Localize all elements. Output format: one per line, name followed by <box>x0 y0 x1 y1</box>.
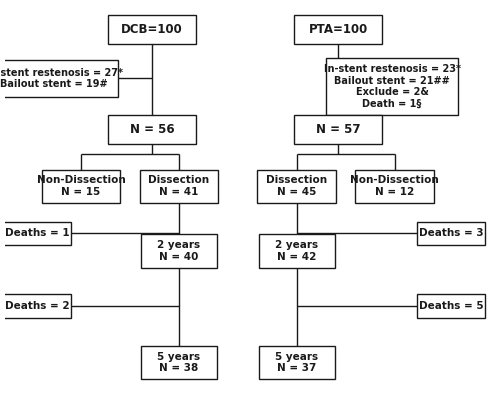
Text: Non-Dissection
N = 12: Non-Dissection N = 12 <box>350 176 439 197</box>
FancyBboxPatch shape <box>141 346 217 379</box>
Text: Dissection
N = 45: Dissection N = 45 <box>266 176 327 197</box>
FancyBboxPatch shape <box>108 115 196 144</box>
FancyBboxPatch shape <box>258 170 336 203</box>
Text: 5 years
N = 37: 5 years N = 37 <box>275 352 318 374</box>
FancyBboxPatch shape <box>294 15 382 44</box>
Text: Deaths = 5: Deaths = 5 <box>418 301 483 311</box>
Text: 5 years
N = 38: 5 years N = 38 <box>158 352 200 374</box>
FancyBboxPatch shape <box>356 170 434 203</box>
Text: N = 56: N = 56 <box>130 123 174 136</box>
Text: In-stent restenosis = 23*
Bailout stent = 21##
Exclude = 2&
Death = 1§: In-stent restenosis = 23* Bailout stent … <box>324 64 460 109</box>
Text: DCB=100: DCB=100 <box>121 23 183 36</box>
FancyBboxPatch shape <box>294 115 382 144</box>
Text: Non-Dissection
N = 15: Non-Dissection N = 15 <box>36 176 126 197</box>
FancyBboxPatch shape <box>42 170 120 203</box>
FancyBboxPatch shape <box>141 234 217 268</box>
Text: Deaths = 1: Deaths = 1 <box>4 228 69 238</box>
FancyBboxPatch shape <box>258 234 334 268</box>
FancyBboxPatch shape <box>140 170 218 203</box>
FancyBboxPatch shape <box>326 58 458 115</box>
FancyBboxPatch shape <box>108 15 196 44</box>
Text: Deaths = 3: Deaths = 3 <box>418 228 483 238</box>
FancyBboxPatch shape <box>2 222 71 245</box>
Text: N = 57: N = 57 <box>316 123 360 136</box>
Text: 2 years
N = 42: 2 years N = 42 <box>275 240 318 262</box>
Text: Dissection
N = 41: Dissection N = 41 <box>148 176 210 197</box>
Text: 2 years
N = 40: 2 years N = 40 <box>158 240 200 262</box>
Text: PTA=100: PTA=100 <box>308 23 368 36</box>
FancyBboxPatch shape <box>0 60 118 97</box>
Text: Deaths = 2: Deaths = 2 <box>4 301 69 311</box>
Text: In-stent restenosis = 27*
Bailout stent = 19#: In-stent restenosis = 27* Bailout stent … <box>0 68 122 89</box>
FancyBboxPatch shape <box>258 346 334 379</box>
FancyBboxPatch shape <box>416 222 485 245</box>
FancyBboxPatch shape <box>2 294 71 318</box>
FancyBboxPatch shape <box>416 294 485 318</box>
